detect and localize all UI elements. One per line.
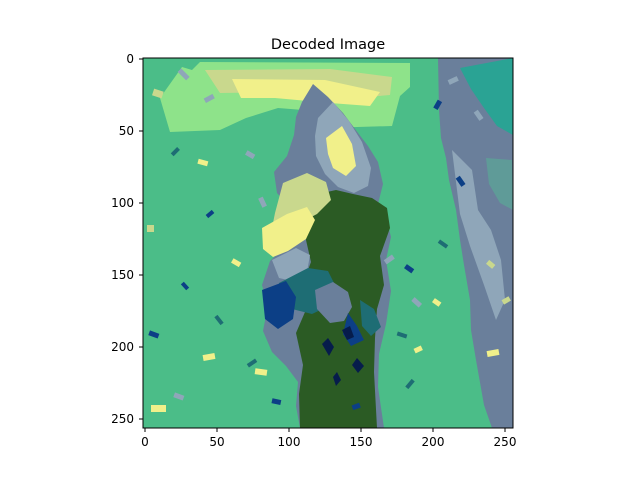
y-tick-label-0: 0 bbox=[126, 52, 134, 66]
y-tick-label-150: 150 bbox=[111, 268, 134, 282]
y-tick-label-200: 200 bbox=[111, 340, 134, 354]
chart-title: Decoded Image bbox=[271, 37, 385, 53]
y-tick-label-100: 100 bbox=[111, 196, 134, 210]
plot-frame bbox=[142, 57, 514, 429]
x-tick-label-0: 0 bbox=[141, 435, 149, 449]
x-axis: 0 50 100 150 200 250 bbox=[141, 428, 516, 449]
x-tick-label-200: 200 bbox=[422, 435, 445, 449]
y-axis: 0 50 100 150 200 250 bbox=[111, 52, 143, 426]
y-tick-label-250: 250 bbox=[111, 412, 134, 426]
y-tick-label-50: 50 bbox=[119, 124, 134, 138]
x-tick-label-100: 100 bbox=[278, 435, 301, 449]
x-tick-label-250: 250 bbox=[494, 435, 517, 449]
decoded-image bbox=[143, 58, 513, 428]
x-tick-label-50: 50 bbox=[209, 435, 224, 449]
x-tick-label-150: 150 bbox=[350, 435, 373, 449]
